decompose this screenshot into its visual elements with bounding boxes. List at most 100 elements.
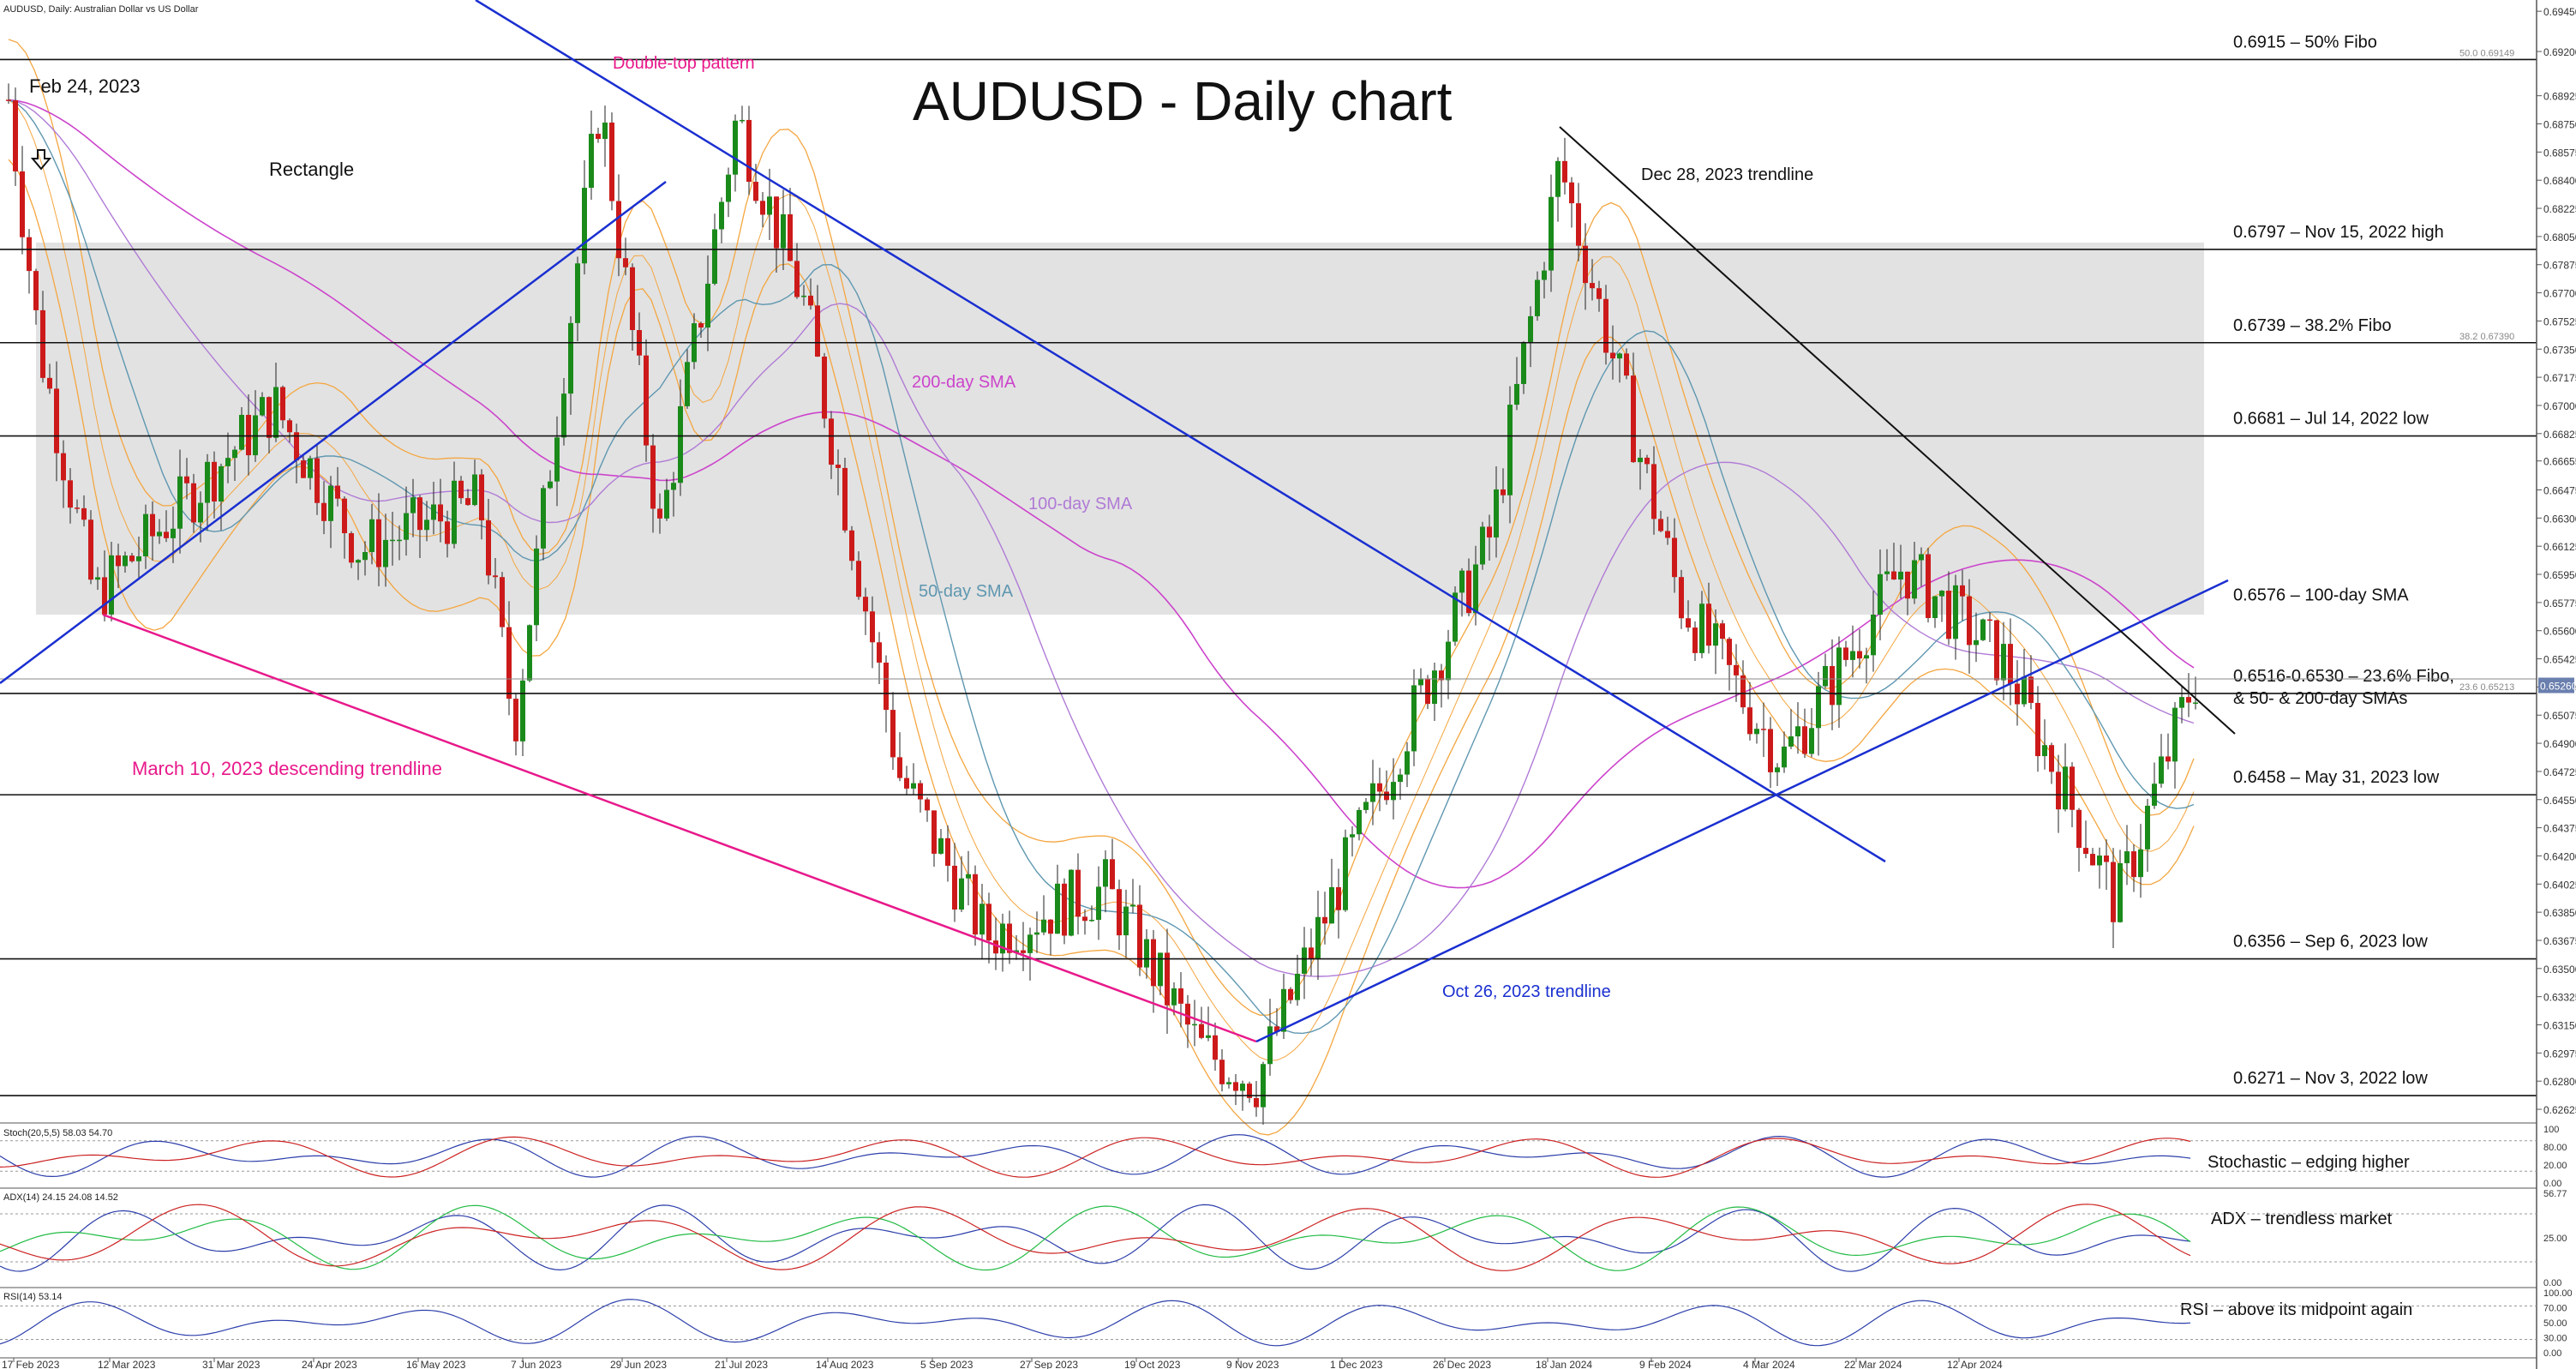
rectangle-rising-trendline	[0, 181, 667, 684]
date-tick-label: 1 Dec 2023	[1330, 1359, 1383, 1369]
price-tick-label: 0.67875	[2543, 260, 2576, 272]
trendlines	[0, 0, 2236, 1043]
candle-body	[1850, 651, 1855, 660]
candle-body	[1507, 405, 1513, 495]
adx-tick: 0.00	[2543, 1278, 2561, 1288]
candle-body	[966, 874, 971, 879]
dec-2023-trendline	[1559, 126, 2236, 735]
candle-body	[2159, 756, 2164, 784]
candle-body	[1281, 988, 1286, 1032]
candle-body	[1624, 353, 1629, 376]
price-tick-label: 0.67175	[2543, 372, 2576, 384]
indicator-panels: Stoch(20,5,5) 58.03 54.70 Stochastic – ed…	[0, 1125, 2573, 1359]
candle-body	[986, 904, 991, 941]
candle-body	[657, 508, 662, 519]
candle-body	[493, 575, 498, 578]
candle-body	[1926, 554, 1931, 618]
date-tick-label: 5 Sep 2023	[920, 1359, 973, 1369]
candle-body	[1521, 341, 1526, 384]
candle-body	[438, 504, 443, 522]
candle-body	[1768, 729, 1773, 772]
candle-body	[2083, 848, 2088, 855]
candle-body	[973, 874, 978, 935]
candle-body	[1788, 736, 1794, 747]
candle-body	[1459, 570, 1465, 593]
rsi-tick: 70.00	[2543, 1304, 2567, 1314]
candle-body	[1432, 670, 1437, 705]
candle-body	[280, 387, 285, 421]
candle-body	[390, 539, 395, 542]
candle-body	[2090, 854, 2095, 866]
candle-body	[273, 387, 279, 438]
candle-body	[1802, 726, 1807, 754]
candle-body	[308, 458, 313, 478]
candle-body	[321, 502, 326, 521]
level-label: 0.6271 – Nov 3, 2022 low	[2233, 1069, 2428, 1088]
candle-body	[81, 507, 87, 520]
candle-body	[781, 214, 786, 249]
candle-body	[979, 904, 985, 935]
candle-body	[644, 355, 649, 446]
price-tick-label: 0.66125	[2543, 541, 2576, 553]
rsi-note: RSI – above its midpoint again	[2180, 1300, 2412, 1319]
candle-body	[1569, 182, 1574, 204]
candle-body	[479, 474, 484, 521]
candle-body	[1267, 1026, 1273, 1065]
candle-body	[2097, 856, 2102, 866]
candle-body	[945, 838, 950, 866]
candle-body	[1932, 596, 1938, 618]
candle-body	[959, 878, 964, 910]
fibo-tag: 23.6 0.65213	[2459, 682, 2514, 693]
candle-body	[1309, 947, 1314, 959]
date-tick-label: 7 Jun 2023	[511, 1359, 562, 1369]
candle-body	[335, 485, 340, 499]
candle-body	[1754, 729, 1759, 735]
date-tick-label: 22 Mar 2024	[1844, 1359, 1902, 1369]
candle-body	[1836, 647, 1842, 706]
candle-body	[1041, 919, 1046, 933]
candle-body	[1453, 592, 1458, 642]
candle-body	[904, 778, 909, 789]
candle-body	[1021, 950, 1026, 953]
fibo-tag: 38.2 0.67390	[2459, 332, 2514, 342]
candle-body	[890, 710, 896, 758]
candle-body	[1274, 1026, 1279, 1032]
price-tick-label: 0.67525	[2543, 315, 2576, 327]
candle-body	[1226, 1082, 1231, 1084]
candle-body	[2145, 805, 2150, 850]
candle-body	[1555, 160, 1561, 197]
candle-body	[1919, 554, 1924, 561]
candle-body	[1686, 618, 1691, 628]
candle-body	[486, 520, 491, 576]
date-tick-label: 12 Mar 2023	[98, 1359, 156, 1369]
candle-body	[1027, 934, 1033, 953]
candle-body	[582, 188, 587, 264]
candle-body	[1075, 869, 1081, 917]
candle-body	[1370, 783, 1375, 802]
candle-body	[1816, 686, 1821, 729]
candle-body	[1960, 585, 1965, 597]
candle-body	[1672, 537, 1677, 578]
candle-body	[2166, 756, 2171, 762]
candle-body	[1233, 1082, 1238, 1091]
candle-body	[808, 295, 813, 306]
candle-body	[1151, 939, 1156, 987]
candle-body	[2056, 772, 2061, 810]
stochastic-tick: 0.00	[2543, 1179, 2561, 1189]
candle-body	[767, 196, 772, 215]
rectangle-zone	[36, 243, 2204, 615]
candle-body	[47, 377, 52, 389]
candle-body	[1727, 639, 1732, 665]
candle-body	[801, 295, 806, 297]
bollinger-lower	[8, 159, 2195, 1136]
candle-body	[1089, 920, 1094, 922]
candle-body	[712, 229, 717, 284]
candle-body	[2172, 707, 2178, 762]
candle-body	[301, 460, 306, 478]
candle-body	[143, 513, 148, 556]
price-tick-label: 0.65075	[2543, 710, 2576, 722]
price-tick-label: 0.65425	[2543, 654, 2576, 666]
price-tick-label: 0.65775	[2543, 597, 2576, 609]
stochastic-line	[0, 1134, 2191, 1178]
